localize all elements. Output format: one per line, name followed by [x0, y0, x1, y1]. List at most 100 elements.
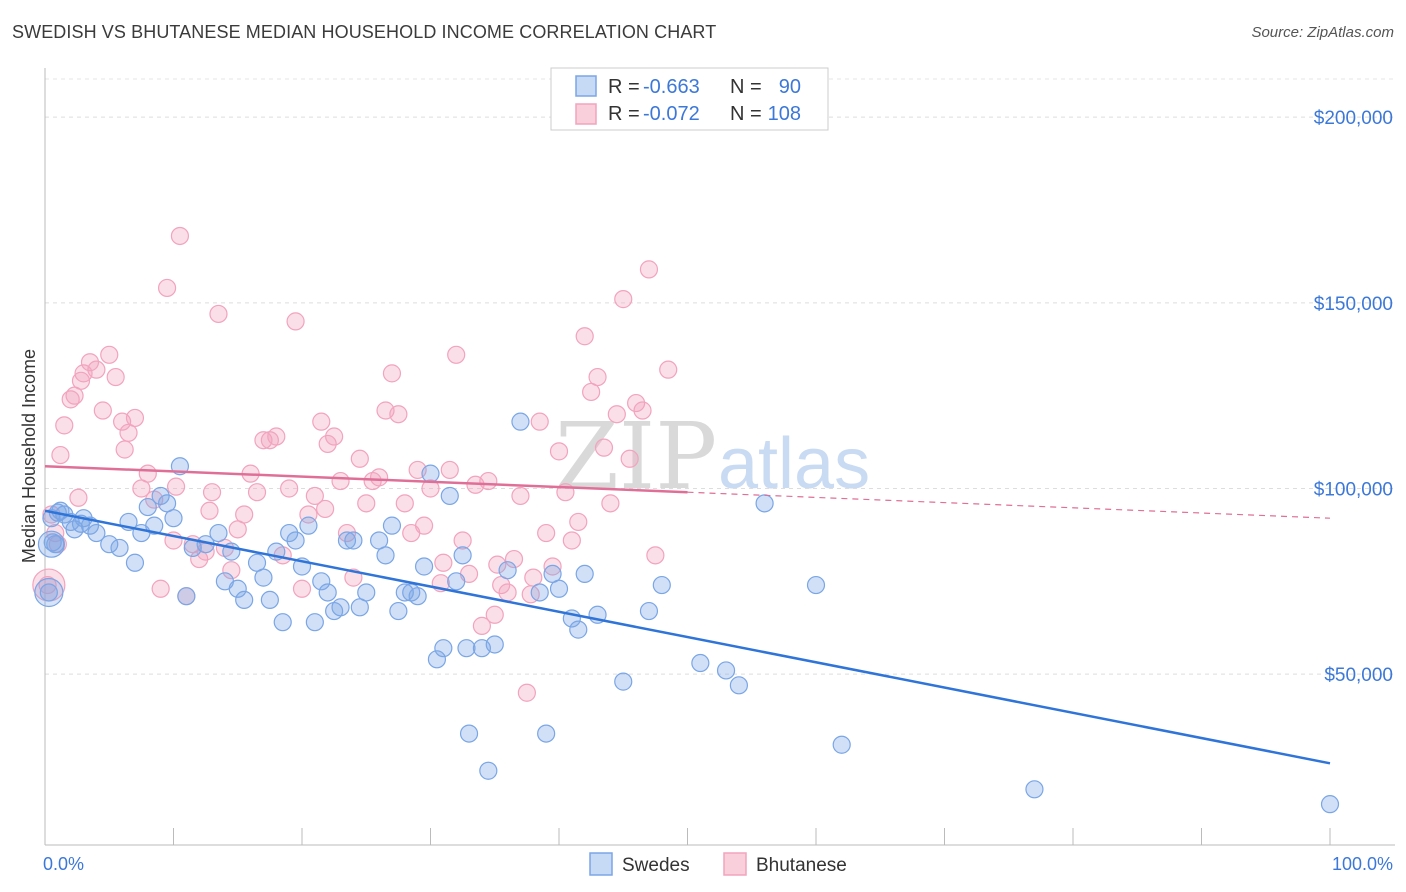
- y-tick-label: $50,000: [1324, 665, 1393, 686]
- swedes-point: [235, 590, 254, 610]
- bhutanese-point: [55, 416, 74, 435]
- swedes-point: [305, 613, 324, 632]
- source-label: Source: ZipAtlas.com: [1251, 24, 1394, 41]
- bhutanese-trend-line-extension: [687, 491, 1331, 519]
- swedes-point: [125, 553, 145, 572]
- bhutanese-point: [447, 345, 466, 364]
- bhutanese-point: [235, 505, 254, 524]
- legend-swatch-bhutanese: [575, 103, 597, 125]
- swedes-point: [806, 575, 826, 595]
- swedes-point: [691, 653, 710, 673]
- bhutanese-point: [537, 523, 556, 543]
- bhutanese-point: [607, 405, 626, 424]
- bhutanese-point: [125, 408, 145, 428]
- swedes-point: [357, 583, 376, 602]
- swedes-point: [614, 672, 633, 691]
- bhutanese-point: [601, 494, 620, 513]
- swedes-point: [729, 676, 749, 695]
- bhutanese-point: [157, 278, 177, 298]
- bhutanese-point: [511, 486, 530, 506]
- swedes-point: [575, 564, 594, 584]
- bhutanese-point: [421, 479, 440, 498]
- bottom-legend-swatch-bhutanese: [723, 852, 747, 876]
- bhutanese-point: [115, 440, 134, 459]
- legend-n-label-swedes: N =: [730, 76, 762, 98]
- swedes-point: [530, 583, 549, 602]
- swedes-point: [440, 486, 459, 506]
- swedes-point: [832, 735, 851, 754]
- swedes-point: [254, 568, 273, 587]
- swedes-point: [138, 497, 157, 517]
- bhutanese-point: [325, 427, 344, 446]
- bhutanese-point: [389, 405, 408, 424]
- x-tick-label-max: 100.0%: [1332, 854, 1393, 874]
- bhutanese-point: [247, 483, 267, 502]
- stats-legend: R = -0.663 N = 90 R = -0.072 N = 108: [550, 67, 829, 131]
- swedes-point: [280, 523, 299, 543]
- legend-r-label-bhutanese: R =: [608, 103, 640, 125]
- watermark-atlas: atlas: [718, 424, 870, 504]
- bhutanese-point: [562, 531, 581, 550]
- bhutanese-point: [472, 616, 491, 635]
- bhutanese-point: [646, 546, 665, 565]
- bhutanese-point: [100, 345, 119, 364]
- swedes-point: [447, 572, 466, 591]
- bhutanese-point: [286, 312, 305, 331]
- bhutanese-point: [267, 427, 286, 446]
- bhutanese-point: [382, 364, 402, 383]
- bhutanese-point: [453, 531, 472, 550]
- swedes-point: [110, 538, 129, 558]
- bhutanese-point: [305, 486, 324, 506]
- swedes-point: [299, 516, 318, 535]
- bhutanese-point: [87, 360, 106, 379]
- bhutanese-point: [543, 557, 562, 576]
- swedes-point: [389, 601, 408, 621]
- swedes-point: [511, 412, 530, 431]
- y-tick-label: $200,000: [1314, 108, 1393, 129]
- swedes-point: [87, 523, 106, 543]
- swedes-point: [209, 523, 228, 543]
- bhutanese-point: [594, 438, 614, 457]
- bhutanese-point: [138, 464, 157, 483]
- swedes-point: [145, 516, 164, 535]
- swedes-point: [1320, 795, 1340, 814]
- gridlines: [45, 78, 1395, 675]
- swedes-point: [639, 601, 659, 621]
- swedes-point: [652, 575, 671, 595]
- bhutanese-point: [200, 501, 219, 520]
- swedes-point: [427, 650, 447, 669]
- axes: [44, 68, 1395, 846]
- bhutanese-point: [280, 479, 299, 498]
- x-tick-label-min: 0.0%: [43, 854, 84, 874]
- bhutanese-point: [357, 494, 376, 513]
- swedes-point: [479, 761, 498, 780]
- y-tick-label: $150,000: [1314, 294, 1393, 315]
- bhutanese-point: [202, 483, 222, 502]
- bhutanese-point: [659, 360, 678, 379]
- swedes-point: [344, 531, 363, 550]
- swedes-point: [100, 535, 119, 554]
- swedes-point: [485, 635, 504, 654]
- bhutanese-point: [71, 371, 91, 390]
- legend-box: [550, 67, 829, 131]
- swedes-point: [39, 583, 58, 602]
- bhutanese-point: [395, 494, 414, 513]
- trend-lines: [44, 464, 1331, 765]
- swedes-cluster-point: [34, 577, 64, 608]
- bhutanese-point: [498, 583, 517, 602]
- swedes-point: [421, 464, 440, 483]
- swedes-point: [382, 516, 402, 535]
- bhutanese-point: [38, 575, 57, 595]
- bhutanese-point: [209, 304, 228, 324]
- swedes-point: [498, 561, 517, 580]
- y-tick-labels: $50,000 $100,000 $150,000 $200,000: [1314, 108, 1393, 686]
- bhutanese-point: [331, 471, 350, 491]
- swedes-point: [318, 583, 337, 602]
- swedes-point: [549, 579, 569, 598]
- swedes-point: [537, 724, 556, 743]
- bhutanese-point: [292, 579, 312, 598]
- bhutanese-point: [620, 449, 639, 468]
- bhutanese-point: [370, 468, 389, 487]
- bhutanese-point: [479, 471, 498, 491]
- bhutanese-point: [517, 683, 536, 702]
